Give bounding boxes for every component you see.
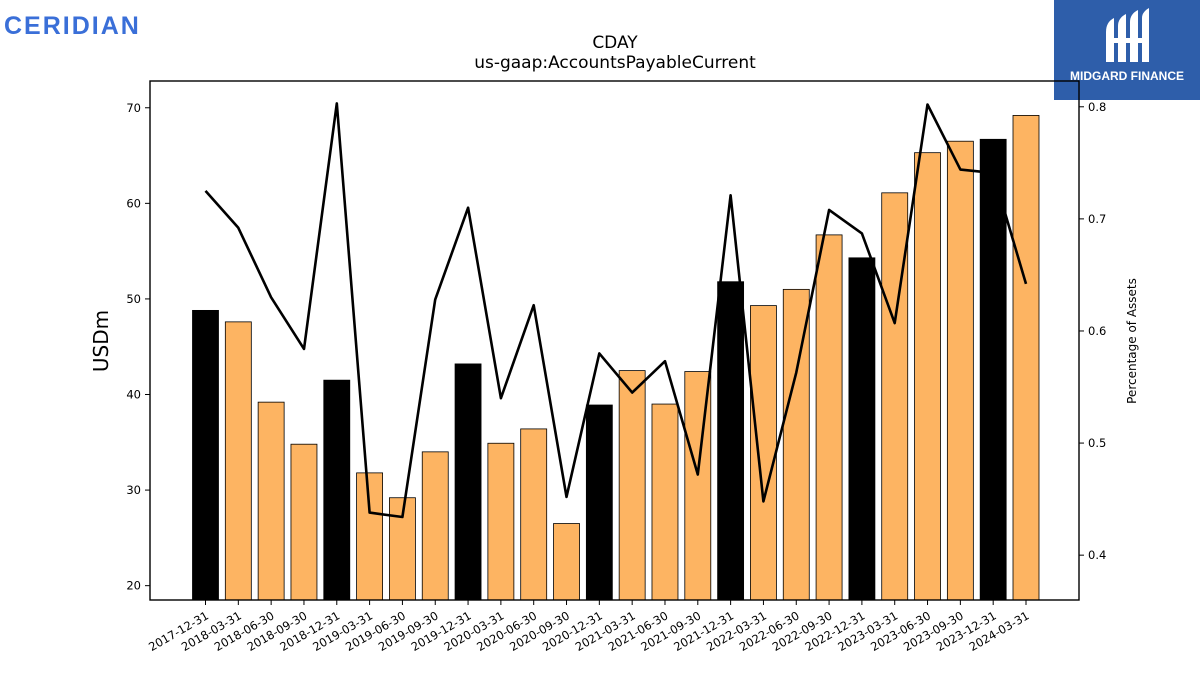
bar-2020-03-31 bbox=[487, 442, 515, 601]
y-axis-label: USDm bbox=[89, 310, 113, 372]
y-tick-label: 60 bbox=[126, 196, 141, 210]
bar-2022-09-30 bbox=[815, 234, 843, 601]
midgard-finance-badge: MIDGARD FINANCE bbox=[1054, 0, 1200, 100]
x-axis: 2017-12-312018-03-312018-06-302018-09-30… bbox=[146, 600, 1032, 654]
y2-tick-label: 0.6 bbox=[1088, 324, 1106, 338]
partner-name: MIDGARD FINANCE bbox=[1070, 69, 1184, 83]
bars-group bbox=[192, 115, 1040, 601]
bar-2018-03-31 bbox=[224, 321, 252, 601]
bar-2021-06-30 bbox=[651, 403, 679, 601]
chart-title: CDAY bbox=[592, 33, 638, 53]
bar-2018-09-30 bbox=[290, 443, 318, 601]
bar-2018-12-31 bbox=[323, 379, 351, 601]
bar-2022-03-31 bbox=[750, 305, 777, 601]
company-logo-text: CERIDIAN bbox=[4, 12, 141, 40]
bar-2021-12-31 bbox=[717, 281, 745, 601]
bar-2019-03-31 bbox=[356, 472, 384, 601]
y2-tick-label: 0.7 bbox=[1088, 212, 1106, 226]
right-axis: 0.4 0.5 0.6 0.7 0.8 bbox=[1079, 100, 1106, 562]
bar-2024-03-31 bbox=[1012, 115, 1040, 601]
y-tick-label: 20 bbox=[126, 579, 141, 593]
bar-2022-12-31 bbox=[848, 257, 876, 601]
midgard-logo-icon bbox=[1106, 8, 1149, 62]
bar-2019-09-30 bbox=[421, 451, 449, 601]
bar-2023-09-30 bbox=[946, 140, 974, 601]
bar-2021-03-31 bbox=[618, 370, 646, 601]
y2-axis-label: Percentage of Assets bbox=[1125, 278, 1139, 404]
company-logo: CERIDIAN bbox=[4, 12, 141, 41]
bar-2023-06-30 bbox=[914, 152, 941, 601]
bar-2018-06-30 bbox=[257, 401, 285, 601]
bar-2023-12-31 bbox=[979, 138, 1007, 601]
bar-2020-12-31 bbox=[585, 404, 613, 601]
bar-2022-06-30 bbox=[782, 288, 810, 601]
chart-subtitle: us-gaap:AccountsPayableCurrent bbox=[474, 53, 756, 73]
bar-2017-12-31 bbox=[192, 309, 219, 601]
left-axis: 20 30 40 50 60 70 bbox=[126, 101, 150, 593]
y-tick-label: 40 bbox=[126, 388, 141, 402]
bar-2020-09-30 bbox=[553, 523, 580, 601]
y2-tick-label: 0.5 bbox=[1088, 436, 1106, 450]
y-tick-label: 30 bbox=[126, 483, 141, 497]
y-tick-label: 50 bbox=[126, 292, 141, 306]
y-tick-label: 70 bbox=[126, 101, 141, 115]
bar-2019-12-31 bbox=[454, 363, 482, 601]
line-group bbox=[204, 102, 1028, 519]
plot-frame bbox=[149, 80, 1080, 601]
bar-2020-06-30 bbox=[520, 428, 548, 601]
percentage-line bbox=[204, 102, 1028, 519]
y2-tick-label: 0.4 bbox=[1088, 548, 1106, 562]
y2-tick-label: 0.8 bbox=[1088, 100, 1106, 114]
